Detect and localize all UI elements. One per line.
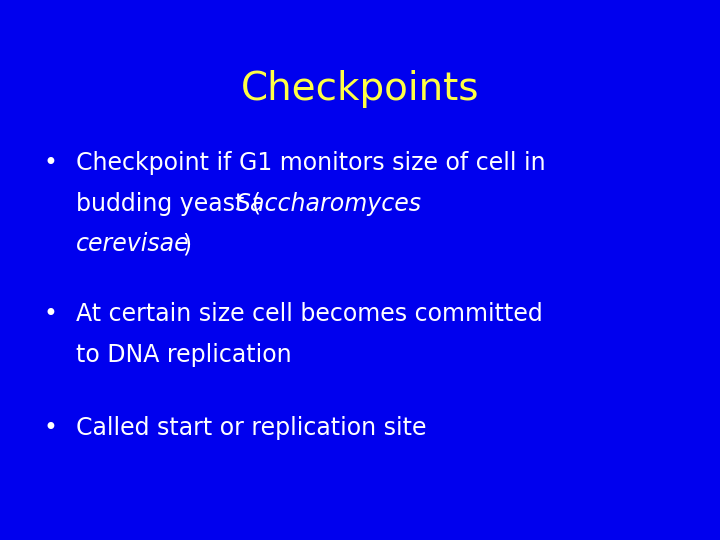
Text: Checkpoint if G1 monitors size of cell in: Checkpoint if G1 monitors size of cell i…	[76, 151, 545, 175]
Text: Checkpoints: Checkpoints	[240, 70, 480, 108]
Text: •: •	[43, 302, 57, 326]
Text: budding yeast (: budding yeast (	[76, 192, 261, 215]
Text: At certain size cell becomes committed: At certain size cell becomes committed	[76, 302, 542, 326]
Text: Saccharomyces: Saccharomyces	[235, 192, 421, 215]
Text: •: •	[43, 151, 57, 175]
Text: Called start or replication site: Called start or replication site	[76, 416, 426, 440]
Text: to DNA replication: to DNA replication	[76, 343, 291, 367]
Text: cerevisae: cerevisae	[76, 232, 189, 256]
Text: •: •	[43, 416, 57, 440]
Text: ): )	[182, 232, 192, 256]
